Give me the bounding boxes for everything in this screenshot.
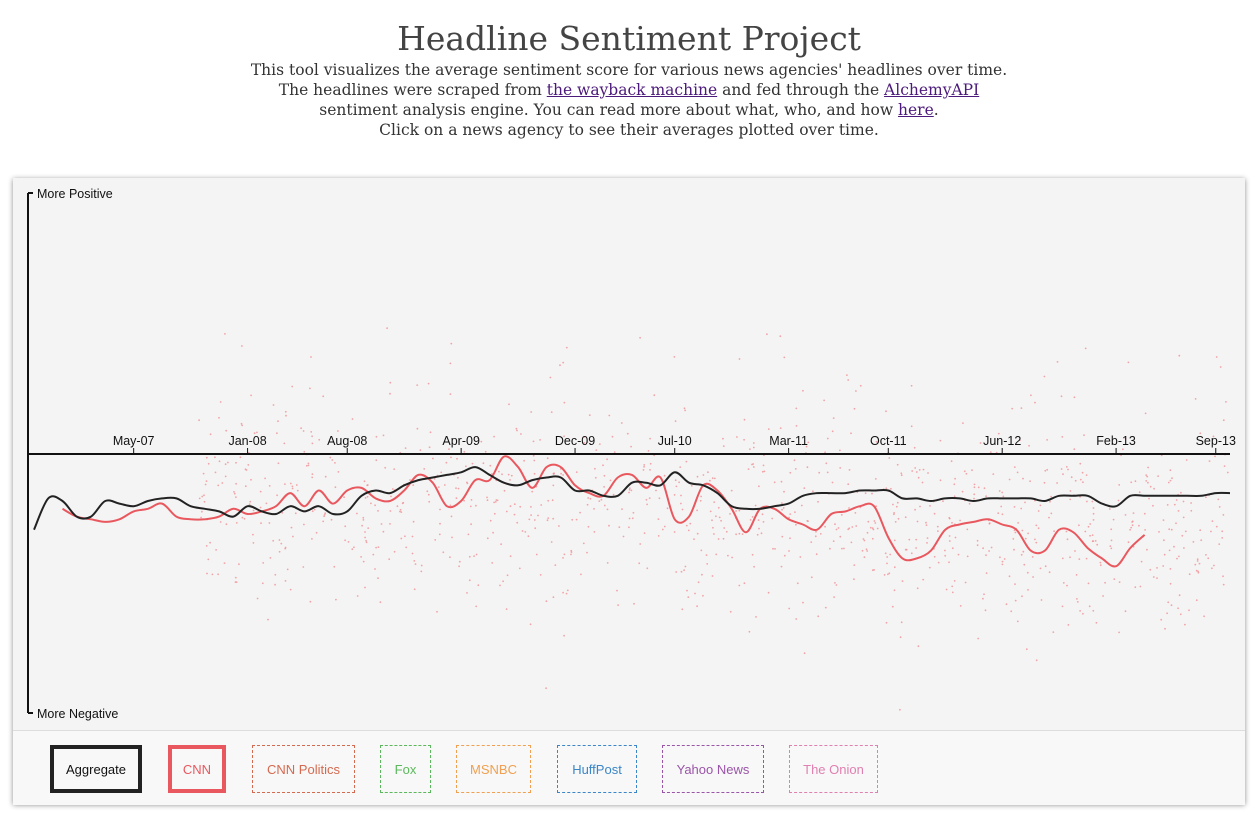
legend-label: CNN [182,761,212,777]
legend-label: Aggregate [66,761,126,777]
page-description: This tool visualizes the average sentime… [0,60,1258,140]
legend-button-yahoo-news[interactable]: Yahoo News [662,745,764,793]
legend-label: Yahoo News [676,761,750,777]
x-tick-label: Apr-09 [442,434,480,448]
x-tick-label: May-07 [113,434,155,448]
alchemyapi-link[interactable]: AlchemyAPI [884,81,980,99]
x-tick-label: Jan-08 [228,434,266,448]
x-tick-label: Feb-13 [1096,434,1136,448]
agency-legend: Aggregate CNN CNN Politics Fox MSNBC HuffPost… [13,730,1245,805]
legend-button-the-onion[interactable]: The Onion [789,745,878,793]
about-here-link[interactable]: here [898,101,934,119]
legend-button-msnbc[interactable]: MSNBC [456,745,531,793]
description-line-3: sentiment analysis engine. You can read … [0,100,1258,120]
x-tick-label: Oct-11 [870,434,907,448]
x-tick-label: Dec-09 [555,434,595,448]
description-line-2: The headlines were scraped from the wayb… [0,80,1258,100]
sentiment-chart: More Positive More Negative May-07 Jan-08 Au… [27,187,1236,721]
description-line-2-start: The headlines were scraped from [278,81,547,99]
x-tick-label: Sep-13 [1196,434,1236,448]
wayback-machine-link[interactable]: the wayback machine [546,81,718,99]
legend-label: HuffPost [572,761,622,777]
legend-button-cnn[interactable]: CNN [168,745,226,793]
legend-label: Fox [394,761,417,777]
series-line-cnn [61,455,1146,568]
legend-button-cnn-politics[interactable]: CNN Politics [252,745,355,793]
legend-label: CNN Politics [267,761,340,777]
y-axis-bottom-label: More Negative [37,707,118,721]
legend-label: MSNBC [470,761,517,777]
description-line-1: This tool visualizes the average sentime… [250,61,1008,79]
x-tick-label: Jun-12 [983,434,1021,448]
description-line-4: Click on a news agency to see their aver… [379,121,879,139]
legend-label: The Onion [803,761,864,777]
x-tick-label: Jul-10 [658,434,692,448]
series-line-aggregate [33,466,1231,531]
description-line-3-end: . [933,101,939,119]
page-header: Headline Sentiment Project This tool vis… [0,0,1258,140]
description-line-3-start: sentiment analysis engine. You can read … [319,101,899,119]
chart-panel: More Positive More Negative May-07 Jan-08 Au… [13,178,1245,805]
y-axis-top-label: More Positive [37,187,113,201]
description-line-2-middle: and fed through the [717,81,885,99]
legend-button-fox[interactable]: Fox [380,745,431,793]
legend-button-huffpost[interactable]: HuffPost [557,745,637,793]
x-tick-label: Aug-08 [327,434,367,448]
headline-scatter-dots [198,327,1229,711]
page-title: Headline Sentiment Project [397,19,861,58]
x-tick-label: Mar-11 [769,434,808,448]
legend-button-aggregate[interactable]: Aggregate [50,745,142,793]
